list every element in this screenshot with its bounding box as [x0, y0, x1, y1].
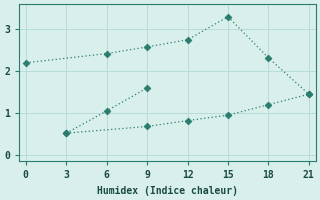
X-axis label: Humidex (Indice chaleur): Humidex (Indice chaleur) [97, 186, 238, 196]
